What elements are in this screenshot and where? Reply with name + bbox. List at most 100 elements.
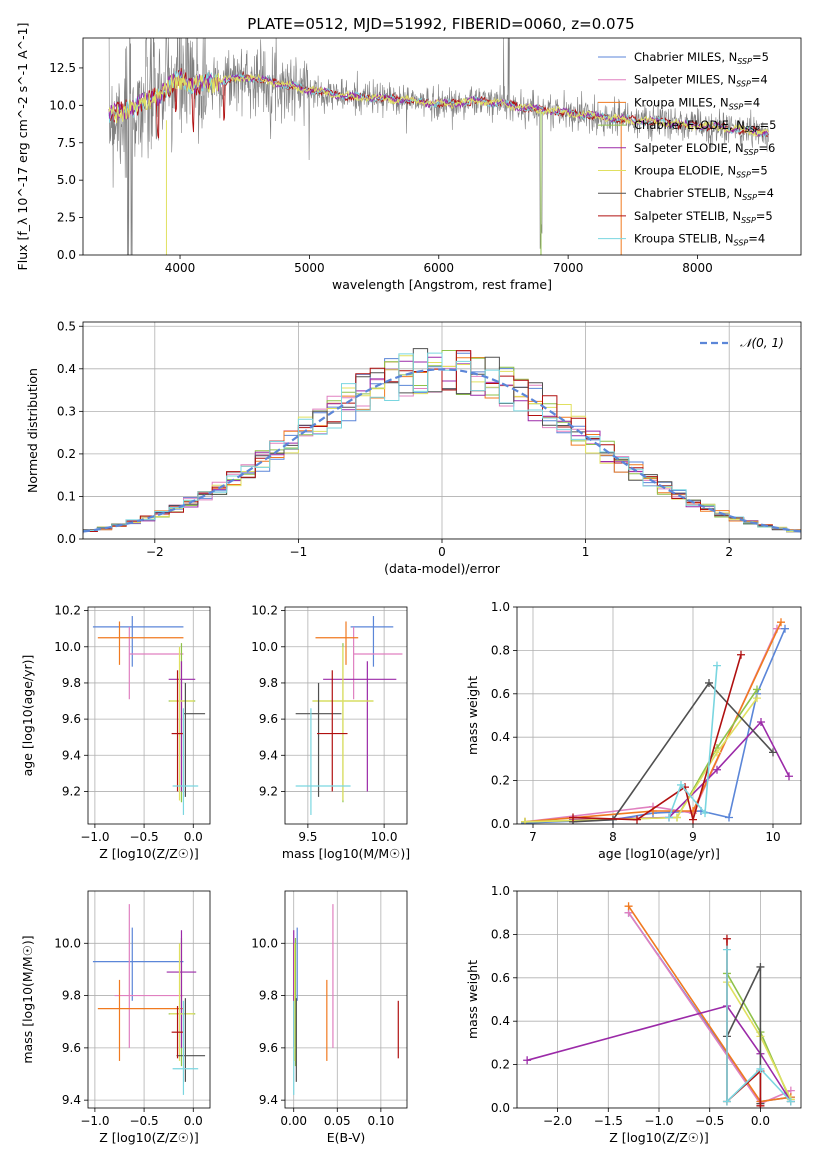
weight-marker	[785, 772, 793, 781]
y-tick-label: 9.6	[62, 712, 81, 726]
plot-area	[88, 891, 210, 1108]
legend-n-value: =5	[752, 50, 769, 64]
y-tick-label: 1.0	[491, 884, 510, 898]
errorbar-point	[97, 621, 184, 665]
y-tick-label: 10.0	[54, 640, 81, 654]
y-tick-label: 0.2	[491, 774, 510, 788]
y-tick-label: 9.8	[259, 676, 278, 690]
x-tick-label: −1	[290, 545, 308, 559]
y-tick-label: 9.4	[62, 1093, 81, 1107]
axes-spectrum: 4000 5000 6000 7000 8000 0.0 2.5 5.0 7.5 10.0 12.5…	[15, 23, 802, 292]
errorbar-point	[128, 626, 184, 700]
x-tick-label: 9.5	[298, 830, 317, 844]
errorbar-point	[171, 670, 184, 792]
weight-series-line	[572, 681, 774, 823]
legend-n-prefix: , N	[721, 50, 737, 64]
x-tick-label: −1.5	[594, 1114, 623, 1128]
axes-frame	[284, 890, 408, 1109]
x-tick-label: 5000	[294, 261, 325, 275]
legend-series-name: Chabrier STELIB	[634, 186, 726, 200]
legend-label: Chabrier STELIB, NSSP=4	[634, 186, 774, 202]
errorbar-point	[183, 682, 206, 797]
y-tick-label: 0.6	[491, 971, 510, 985]
y-tick-label: 0.4	[491, 730, 510, 744]
weight-series-line	[524, 689, 758, 823]
x-tick-label: 10	[765, 830, 780, 844]
y-tick-label: 0.0	[491, 817, 510, 831]
legend-series-name: Salpeter STELIB	[634, 209, 725, 223]
axes-frame	[284, 606, 408, 825]
weight-series-line	[726, 966, 762, 1104]
weight-marker	[753, 694, 761, 703]
weight-series-line	[526, 1005, 792, 1102]
y-tick-label: 1.0	[491, 600, 510, 614]
y-tick-label: 7.5	[57, 136, 76, 150]
y-tick-label: 10.0	[49, 98, 76, 112]
weight-series-line	[524, 628, 786, 824]
legend-series-name: Kroupa STELIB	[634, 232, 718, 246]
weight-marker	[569, 813, 577, 822]
legend-n-value: =5	[756, 209, 773, 223]
y-tick-label: 0.4	[57, 362, 76, 376]
weight-marker	[781, 624, 789, 633]
x-tick-label: −0.5	[130, 830, 159, 844]
errorbar-point	[295, 708, 351, 815]
weight-marker	[786, 1097, 795, 1106]
weight-marker	[677, 780, 685, 789]
x-tick-label: 6000	[423, 261, 454, 275]
legend-ssp-sub: SSP	[736, 171, 751, 180]
weight-series-line	[726, 949, 792, 1104]
legend-n-prefix: , N	[713, 95, 729, 109]
errorbar-point	[169, 646, 195, 801]
plot-area	[108, 38, 769, 255]
legend-label: Salpeter MILES, NSSP=4	[634, 73, 768, 89]
errorbar-point	[168, 661, 196, 792]
legend-ssp-sub: SSP	[736, 80, 751, 89]
y-tick-label: 12.5	[49, 61, 76, 75]
x-tick-label: 0.0	[184, 1114, 203, 1128]
axes-age_vs_Z: −1.0 −0.5 0.0 9.2 9.4 9.6 9.8 10.0 10.2 Z [log10(…	[20, 604, 211, 861]
legend-ssp-sub: SSP	[734, 239, 749, 248]
x-tick-label: −1.0	[644, 1114, 673, 1128]
axes-weight_vs_Z: −2.0 −1.5 −1.0 −0.5 0.0 0.0 0.2 0.4 0.6 0.8 1.0 Z […	[465, 884, 802, 1145]
weight-marker	[737, 650, 745, 659]
x-tick-label: 0	[438, 545, 446, 559]
y-tick-label: 0.8	[491, 643, 510, 657]
x-axis-label: wavelength [Angstrom, rest frame]	[332, 277, 552, 292]
weight-marker	[725, 813, 733, 822]
y-tick-label: 0.4	[491, 1014, 510, 1028]
errorbar-point	[166, 930, 197, 1048]
legend-n-value: =4	[751, 73, 768, 87]
axes-frame	[516, 890, 802, 1109]
errorbar-point	[176, 998, 206, 1082]
x-tick-label: 1	[582, 545, 590, 559]
x-tick-label: 7000	[553, 261, 584, 275]
x-axis-label: mass [log10(M/M☉)]	[282, 846, 410, 861]
weight-marker	[705, 678, 713, 687]
legend-label: Salpeter STELIB, NSSP=5	[634, 209, 773, 225]
legend-ssp-sub: SSP	[745, 125, 760, 134]
y-tick-label: 0.5	[57, 319, 76, 333]
errorbar-point	[315, 621, 359, 665]
weight-marker	[633, 815, 641, 824]
y-tick-label: 9.6	[62, 1041, 81, 1055]
legend-n-value: =6	[758, 141, 775, 155]
legend-ssp-sub: SSP	[742, 193, 757, 202]
x-tick-label: 8	[609, 830, 617, 844]
weight-series-line	[668, 665, 718, 818]
legend-n-prefix: , N	[726, 186, 742, 200]
figure-title: PLATE=0512, MJD=51992, FIBERID=0060, z=0…	[247, 15, 634, 33]
errorbar-point	[169, 943, 195, 1061]
y-tick-label: 0.3	[57, 404, 76, 418]
legend-n-prefix: , N	[718, 232, 734, 246]
x-tick-label: 10.0	[371, 830, 398, 844]
legend-series-name: Chabrier MILES	[634, 50, 721, 64]
errorbar-point	[92, 927, 184, 1001]
weight-marker	[665, 813, 673, 822]
errorbar-point	[97, 979, 184, 1061]
axes-frame	[516, 606, 802, 825]
weight-marker	[624, 902, 633, 911]
y-tick-label: 9.6	[259, 712, 278, 726]
model-spectrum	[108, 73, 769, 138]
